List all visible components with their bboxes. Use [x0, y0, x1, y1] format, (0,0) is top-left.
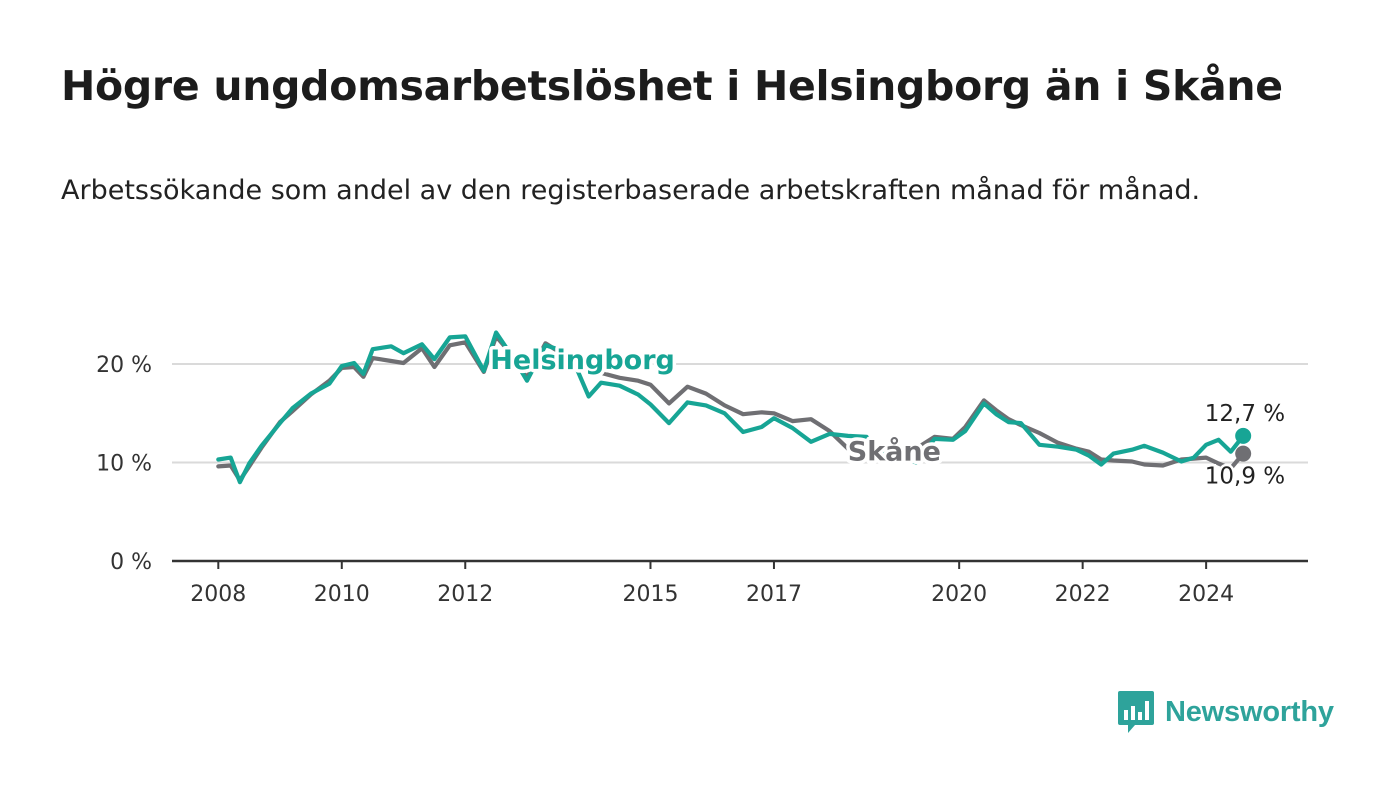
- x-tick-label: 2022: [1055, 582, 1111, 607]
- brand-name: Newsworthy: [1165, 695, 1334, 728]
- chart-subtitle: Arbetssökande som andel av den registerb…: [61, 175, 1201, 206]
- y-tick-label: 10 %: [96, 452, 152, 477]
- x-tick-label: 2012: [437, 582, 493, 607]
- bar-chart-icon: [1118, 691, 1154, 733]
- newsworthy-logo: Newsworthy: [1117, 690, 1334, 734]
- end-value-label: 12,7 %: [1205, 401, 1285, 427]
- series-annotation: Helsingborg: [490, 345, 675, 376]
- end-point-helsingborg: [1235, 427, 1252, 444]
- series-annotation: Skåne: [848, 436, 941, 468]
- x-tick-label: 2015: [622, 582, 678, 607]
- end-value-label: 10,9 %: [1205, 464, 1285, 490]
- x-tick-label: 2024: [1178, 582, 1234, 607]
- series-line-helsingborg: [216, 330, 1246, 485]
- axes: 0 % 10 % 20 % 2008 2010 2012 2015 2017 2020 2022 2…: [96, 353, 1308, 607]
- y-tick-label: 20 %: [96, 353, 152, 378]
- x-tick-label: 2010: [314, 582, 370, 607]
- series-lines: [216, 330, 1252, 485]
- y-tick-label: 0 %: [110, 550, 152, 575]
- series-labels: Helsingborg Skåne 10,9 % 12,7 %: [487, 342, 1288, 493]
- end-point-skne: [1235, 445, 1252, 462]
- x-tick-label: 2008: [190, 582, 246, 607]
- x-tick-label: 2020: [931, 582, 987, 607]
- chart-title: Högre ungdomsarbetslöshet i Helsingborg …: [61, 62, 1283, 110]
- x-tick-label: 2017: [746, 582, 802, 607]
